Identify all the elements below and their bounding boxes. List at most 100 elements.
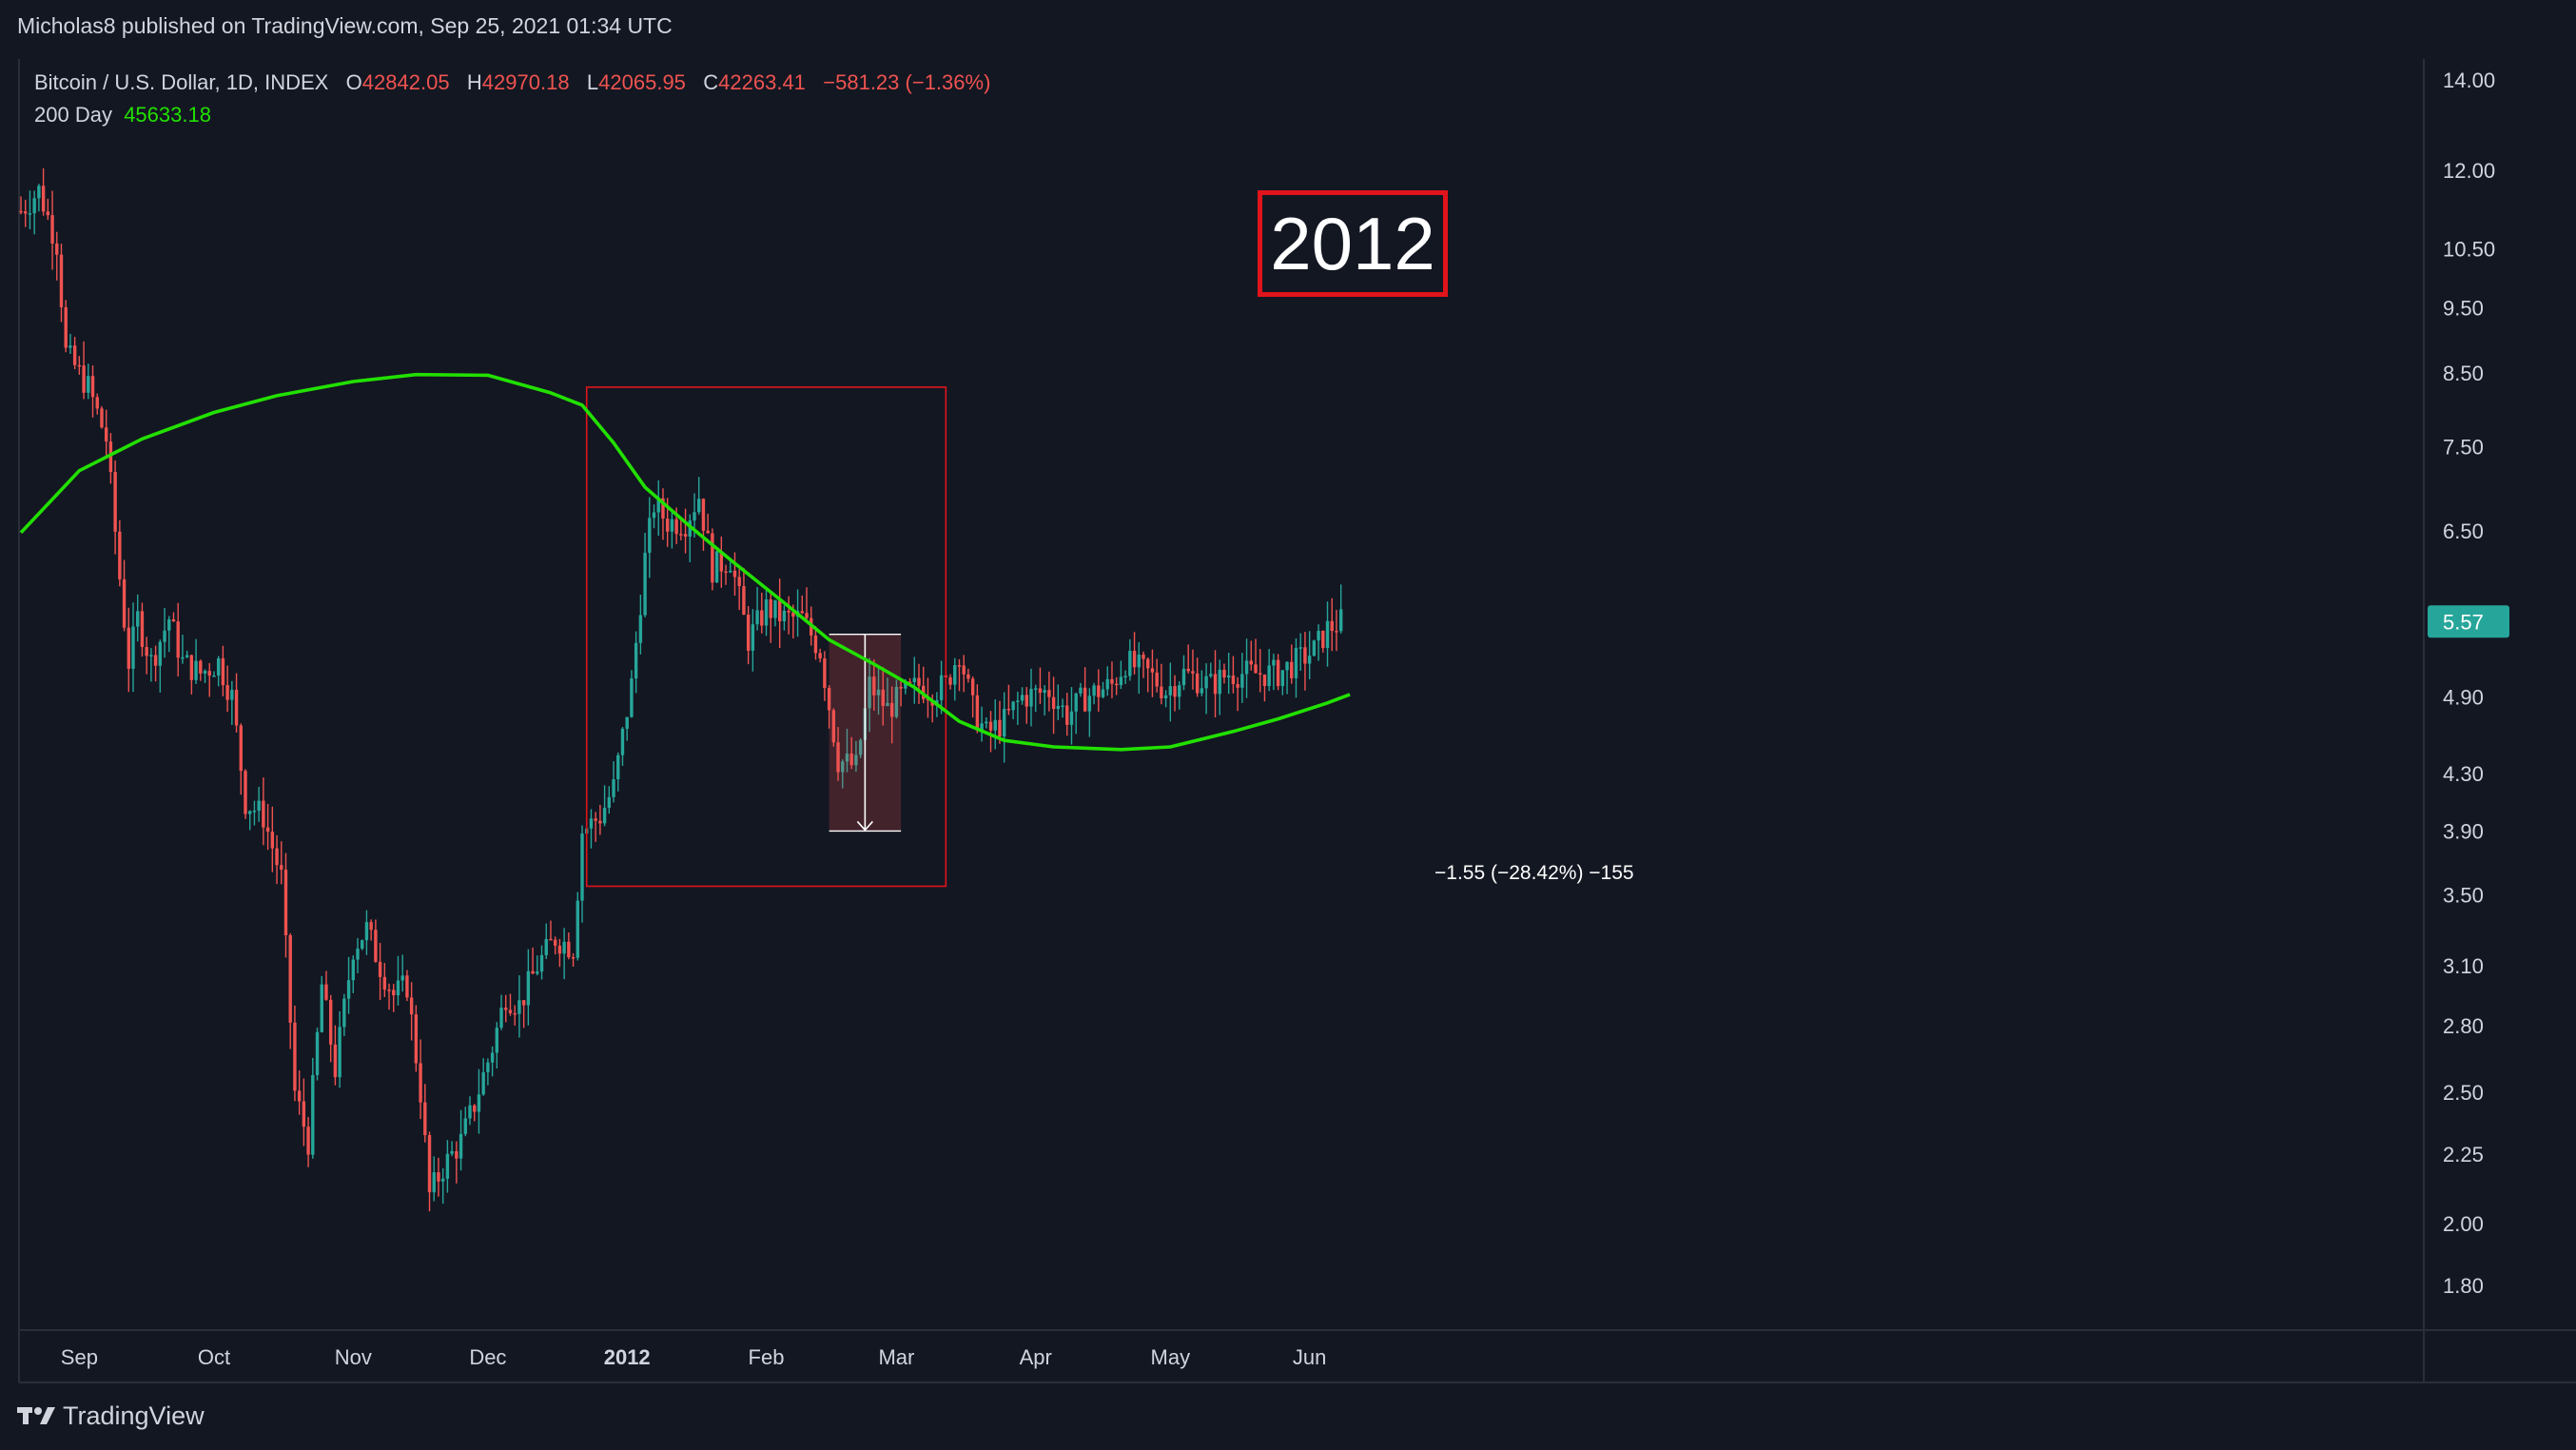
candle-body — [293, 1022, 297, 1091]
candle-body — [127, 627, 130, 669]
candle-body — [948, 676, 952, 685]
candle-body — [333, 1044, 338, 1078]
highlight-box[interactable] — [585, 386, 947, 888]
candle-body — [1195, 673, 1200, 694]
candle-body — [163, 630, 166, 642]
candle-body — [19, 210, 23, 213]
candle-body — [324, 984, 328, 1000]
candle-body — [328, 999, 333, 1045]
legend-open-value: 42842.05 — [361, 70, 450, 94]
candle-body — [957, 665, 962, 667]
candle-body — [665, 518, 670, 532]
candle-body — [225, 685, 229, 700]
tradingview-footer: TradingView — [17, 1399, 205, 1433]
candle-body — [262, 800, 265, 828]
ma-200-line — [19, 372, 1351, 752]
candle-body — [24, 211, 28, 214]
time-tick-label: May — [1151, 1345, 1191, 1369]
candle-body — [1209, 674, 1213, 676]
candle-body — [985, 721, 988, 724]
legend-symbol[interactable]: Bitcoin / U.S. Dollar, 1D, INDEX — [34, 70, 329, 94]
time-tick-label: Dec — [469, 1345, 506, 1369]
candle-body — [813, 635, 818, 654]
candle-body — [32, 198, 36, 214]
candle-body — [1074, 693, 1078, 712]
tradingview-brand[interactable]: TradingView — [63, 1401, 205, 1430]
candle-body — [557, 945, 562, 954]
chart-legend: Bitcoin / U.S. Dollar, 1D, INDEX O42842.… — [34, 67, 990, 131]
candle-body — [1254, 664, 1258, 674]
candle-body — [1312, 640, 1317, 656]
legend-ma-label[interactable]: 200 Day — [34, 103, 112, 127]
candle-body — [1160, 686, 1163, 698]
candle-body — [1317, 631, 1320, 641]
candle-body — [28, 213, 32, 215]
candle-body — [1298, 647, 1302, 649]
candle-body — [679, 534, 683, 536]
candle-body — [320, 984, 323, 1032]
candle-body — [1285, 661, 1289, 671]
candle-body — [1051, 696, 1056, 710]
candle-body — [1137, 655, 1141, 668]
candle-body — [1092, 685, 1096, 696]
candle-body — [203, 671, 207, 674]
legend-ohlc-row: Bitcoin / U.S. Dollar, 1D, INDEX O42842.… — [34, 67, 990, 99]
candle-body — [661, 498, 665, 519]
price-axis[interactable]: 14.00 12.00 10.50 9.50 8.50 7.50 6.50 4.90 4.30 3… — [2428, 69, 2509, 1298]
candle-body — [499, 1008, 503, 1029]
candle-body — [764, 598, 769, 626]
price-tick-label: 4.90 — [2443, 685, 2484, 709]
time-tick-label: 2012 — [604, 1345, 651, 1369]
candle-body — [1065, 705, 1069, 725]
candle-body — [831, 710, 836, 743]
candle-body — [346, 980, 351, 999]
candle-body — [315, 1031, 320, 1075]
price-tick-label: 6.50 — [2443, 519, 2484, 543]
candle-body — [207, 671, 211, 676]
candle-body — [894, 686, 899, 717]
candle-body — [1119, 676, 1123, 686]
candle-body — [1056, 705, 1061, 710]
candle-body — [361, 940, 364, 950]
candle-body — [513, 1012, 517, 1015]
candle-body — [1002, 709, 1006, 737]
candle-body — [1168, 686, 1173, 696]
candle-body — [1155, 672, 1159, 687]
candle-body — [1043, 690, 1046, 694]
candle-body — [962, 665, 966, 675]
candle-body — [1020, 695, 1025, 701]
price-tick-label: 4.30 — [2443, 762, 2484, 786]
candle-body — [55, 243, 59, 255]
candle-body — [904, 681, 907, 689]
candle-body — [419, 1063, 422, 1103]
candle-body — [567, 941, 571, 958]
price-tick-label: 2.25 — [2443, 1143, 2484, 1166]
candle-body — [244, 771, 247, 814]
candle-body — [504, 1008, 508, 1010]
candle-body — [805, 613, 809, 618]
candle-body — [459, 1133, 463, 1159]
candle-body — [427, 1135, 432, 1193]
candle-body — [400, 975, 404, 981]
tradingview-logo-icon — [17, 1407, 55, 1424]
candle-body — [1061, 705, 1064, 708]
candle-body — [580, 833, 584, 901]
candle-body — [1025, 695, 1028, 707]
candle-body — [445, 1153, 450, 1179]
year-annotation[interactable]: 2012 — [1258, 190, 1448, 297]
candle-body — [1097, 685, 1101, 697]
candle-body — [1338, 609, 1343, 632]
legend-ma-value: 45633.18 — [124, 103, 211, 127]
candle-body — [77, 364, 82, 367]
candle-body — [364, 922, 369, 941]
candle-body — [858, 739, 863, 755]
time-axis[interactable]: Sep Oct Nov Dec 2012 Feb Mar Apr May Jun — [61, 1345, 1327, 1369]
candle-body — [437, 1172, 440, 1182]
plot-area[interactable] — [19, 59, 2424, 1330]
candle-body — [113, 472, 117, 532]
candle-body — [481, 1072, 485, 1095]
candle-body — [630, 678, 634, 717]
candle-body — [257, 800, 261, 812]
annotation-layer — [585, 386, 947, 888]
